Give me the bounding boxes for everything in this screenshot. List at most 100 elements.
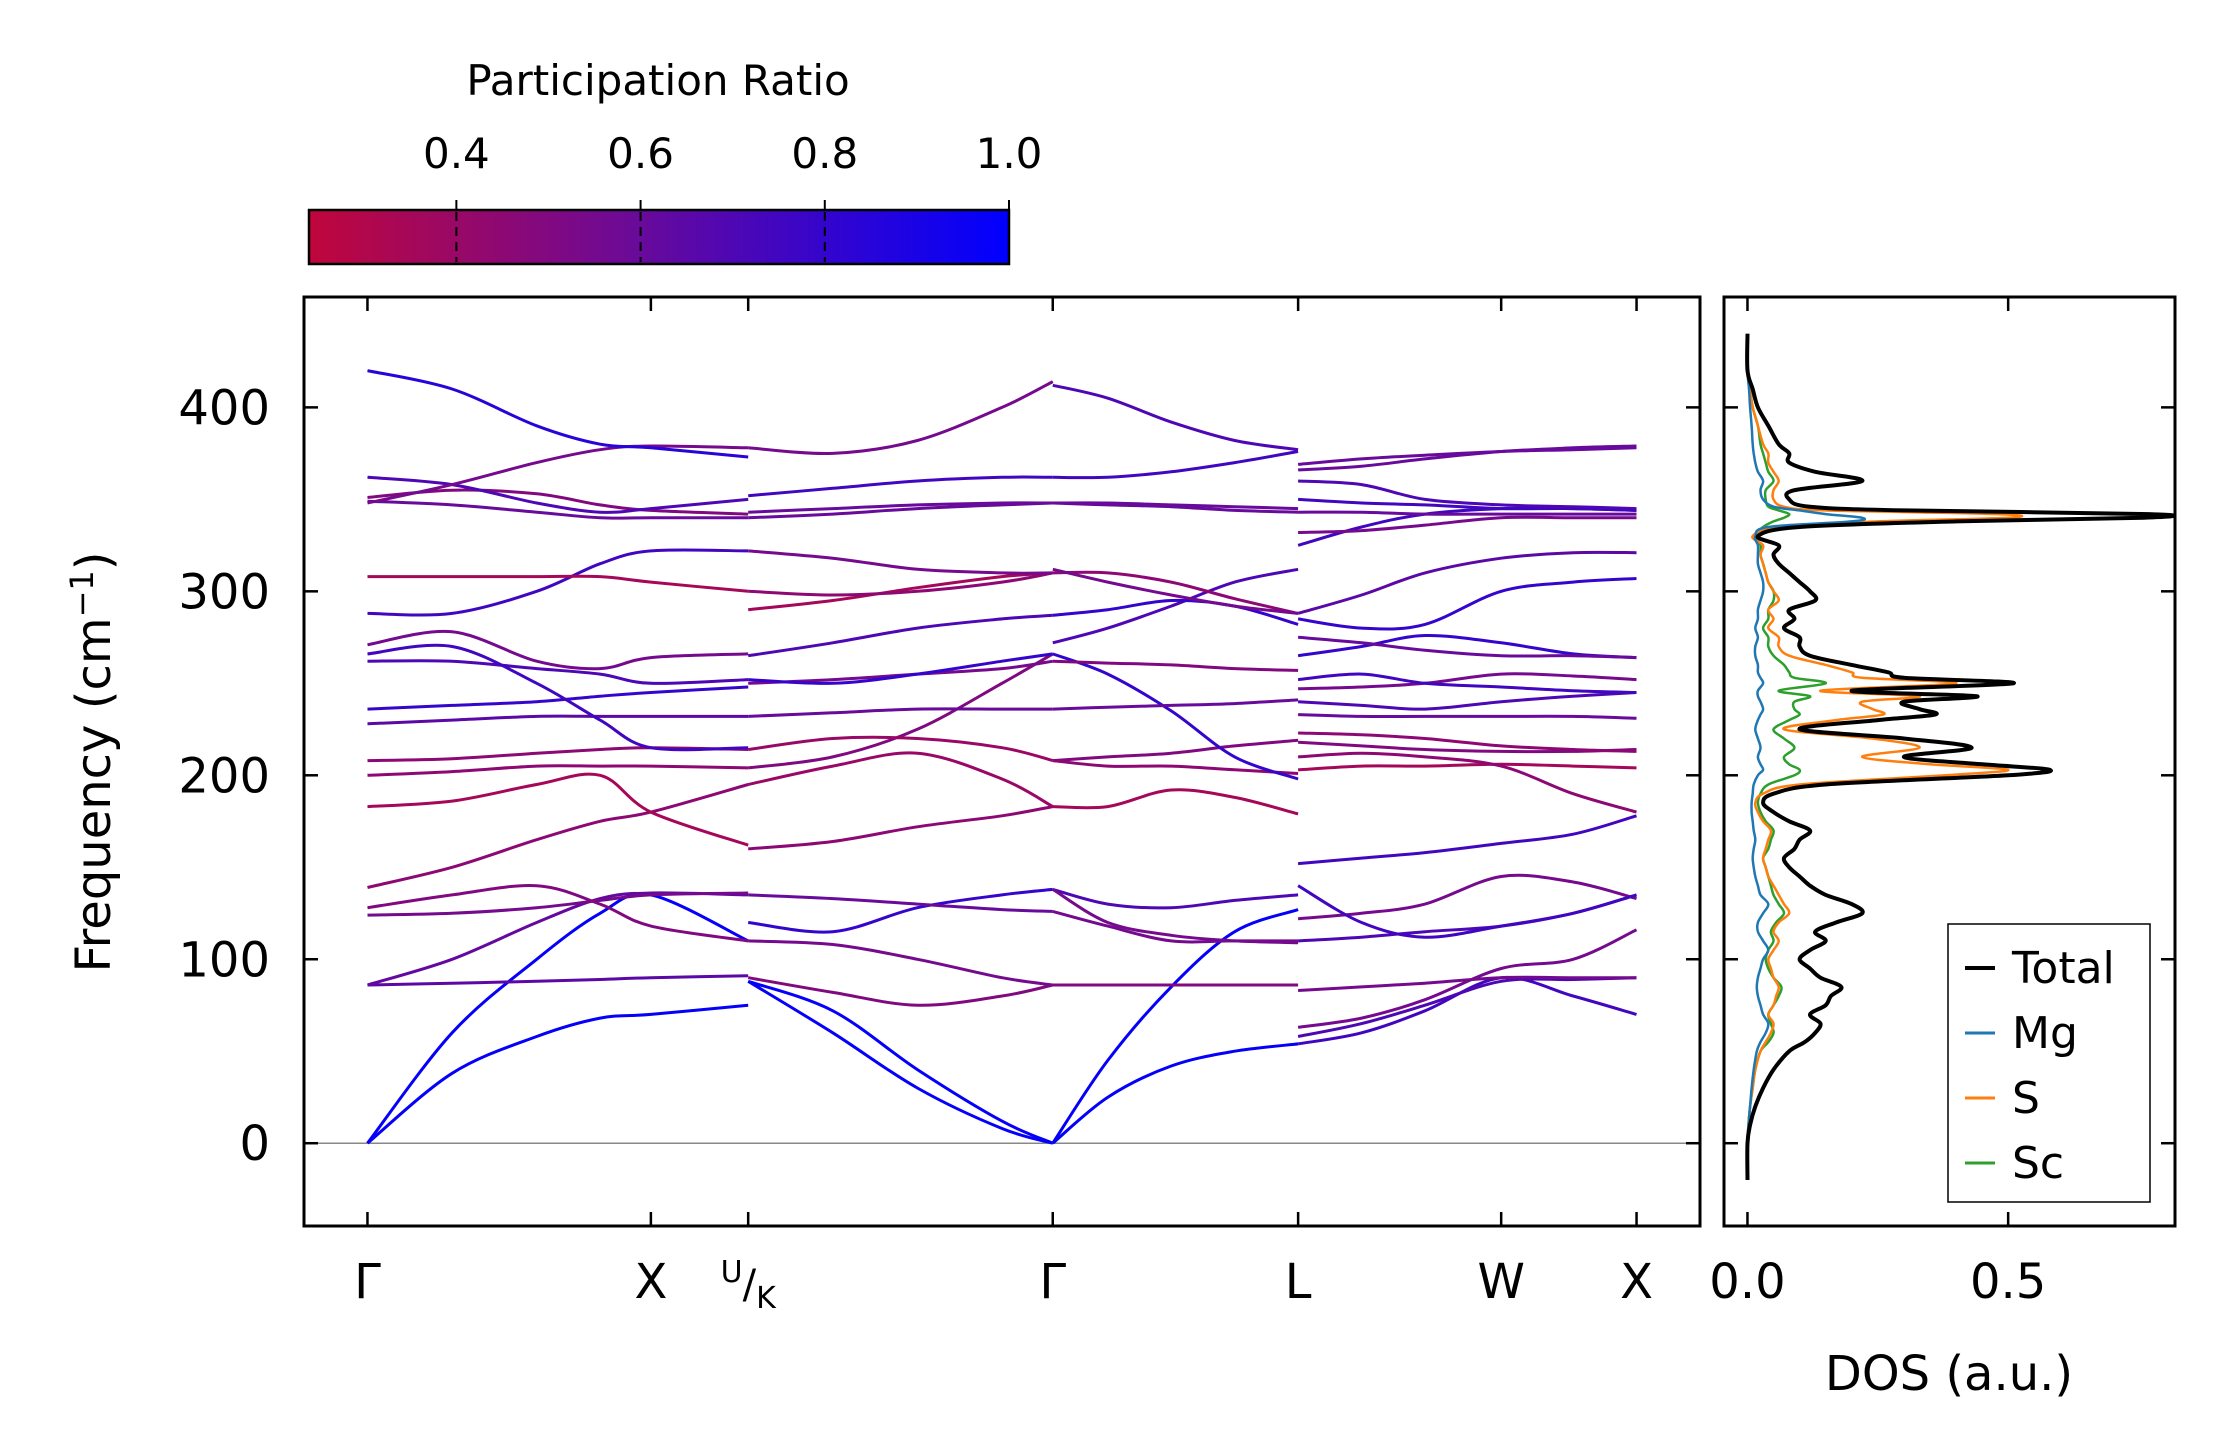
- phonon-band: [367, 764, 749, 777]
- phonon-band: [1052, 659, 1299, 672]
- colorbar-title: Participation Ratio: [466, 56, 849, 105]
- phonon-band: [748, 380, 1054, 456]
- legend-label-s: S: [2012, 1073, 2040, 1124]
- phonon-band: [748, 887, 1053, 934]
- phonon-band: [367, 891, 749, 917]
- phonon-band: [367, 974, 749, 987]
- phonon-band: [367, 772, 749, 847]
- phonon-band: [367, 883, 749, 943]
- phonon-band: [1297, 976, 1637, 1038]
- kpath-axis-ticks: Γ X U/K Γ L W X: [354, 297, 1653, 1316]
- phonon-band: [1052, 450, 1299, 480]
- phonon-band: [367, 629, 749, 671]
- frequency-axis-label: Frequency (cm−1): [63, 551, 122, 972]
- ytick-label: 200: [178, 748, 270, 804]
- kpoint-label: X: [634, 1254, 667, 1310]
- phonon-band: [748, 805, 1054, 851]
- phonon-band: [1298, 731, 1637, 753]
- phonon-band: [1298, 497, 1637, 512]
- phonon-band: [748, 475, 1053, 498]
- colorbar-tick-label: 1.0: [976, 129, 1043, 178]
- phonon-band: [1298, 740, 1637, 754]
- phonon-band: [1052, 501, 1299, 511]
- phonon-band: [367, 659, 749, 685]
- phonon-band: [1298, 479, 1637, 511]
- phonon-band: [1052, 759, 1299, 775]
- phonon-band: [1297, 672, 1637, 694]
- phonon-band: [367, 574, 749, 593]
- kpoint-label: W: [1477, 1254, 1524, 1310]
- phonon-band: [748, 707, 1053, 718]
- phonon-band: [1297, 814, 1637, 866]
- phonon-band: [747, 751, 1054, 808]
- phonon-band: [366, 1003, 749, 1145]
- dos-panel: 0.0 0.5 DOS (a.u.) Total Mg S Sc: [1709, 295, 2177, 1402]
- phonon-band: [1297, 577, 1637, 631]
- phonon-band: [367, 714, 749, 726]
- dos-curves: [1745, 333, 2175, 1181]
- phonon-band: [366, 892, 749, 1145]
- kpoint-label: X: [1620, 1254, 1653, 1310]
- kpoint-label: Γ: [354, 1254, 381, 1310]
- phonon-band: [1298, 691, 1637, 711]
- phonon-band: [747, 979, 1054, 1145]
- phonon-band: [367, 499, 749, 520]
- ytick-label: 100: [178, 932, 270, 988]
- ytick-label: 300: [178, 564, 270, 620]
- phonon-band: [1051, 1042, 1299, 1145]
- phonon-band: [367, 548, 749, 617]
- phonon-band: [367, 685, 749, 711]
- phonon-band: [748, 652, 1054, 770]
- dos-y-ticks: [1724, 406, 2175, 1145]
- phonon-band: [748, 939, 1054, 987]
- phonon-band: [748, 652, 1054, 685]
- phonon-band: [1052, 598, 1299, 626]
- dos-xtick-label: 0.0: [1709, 1254, 1785, 1310]
- phonon-band: [747, 980, 1054, 1145]
- phonon-band: [1052, 887, 1299, 910]
- colorbar: Participation Ratio 0.4 0.6 0.8 1.0: [307, 56, 1042, 266]
- phonon-band: [748, 735, 1054, 763]
- phonon-band: [1297, 928, 1638, 1029]
- phonon-band: [1052, 738, 1299, 763]
- phonon-band: [747, 976, 1054, 1007]
- phonon-band: [1052, 788, 1299, 816]
- phonon-band: [1298, 762, 1637, 772]
- phonon-band: [748, 501, 1053, 514]
- band-axes-frame: [302, 295, 1702, 1228]
- legend-label-sc: Sc: [2012, 1138, 2064, 1189]
- phonon-band: [1297, 873, 1637, 921]
- phonon-band: [367, 488, 749, 516]
- phonon-band: [367, 475, 749, 514]
- phonon-band: [1297, 633, 1637, 660]
- colorbar-gradient: [307, 208, 1011, 266]
- phonon-band: [1298, 751, 1637, 814]
- ylabel-main: Frequency (cm: [66, 617, 122, 972]
- legend: Total Mg S Sc: [1947, 923, 2151, 1203]
- phonon-band: [1298, 510, 1637, 516]
- phonon-band: [1052, 570, 1299, 615]
- phonon-band: [1298, 515, 1637, 534]
- dos-axes-frame: [1722, 295, 2177, 1228]
- colorbar-tick-label: 0.4: [423, 129, 490, 178]
- phonon-band: [1052, 652, 1299, 781]
- kpoint-label: U/K: [721, 1255, 777, 1316]
- legend-label-total: Total: [2011, 943, 2115, 994]
- phonon-band: [1052, 383, 1299, 452]
- dos-axis-label: DOS (a.u.): [1825, 1346, 2073, 1402]
- phonon-band: [747, 613, 1053, 658]
- phonon-band: [748, 571, 1054, 597]
- kpoint-label: L: [1285, 1254, 1312, 1310]
- colorbar-ticks: 0.4 0.6 0.8 1.0: [423, 129, 1042, 262]
- phonon-band: [1052, 567, 1299, 615]
- legend-frame: [1947, 923, 2151, 1203]
- dos-curve-total: [1745, 333, 2175, 1181]
- colorbar-tick-label: 0.8: [791, 129, 858, 178]
- dos-xtick-label: 0.5: [1970, 1254, 2046, 1310]
- phonon-band: [748, 571, 1053, 612]
- ylabel-closing: ): [66, 551, 122, 570]
- phonon-band: [1297, 550, 1637, 615]
- phonon-band: [1297, 635, 1637, 660]
- band-structure-panel: 0 100 200 300 400 Γ X U/K Γ L W X Frequency (cm−1): [63, 295, 1702, 1316]
- phonon-band: [367, 643, 749, 752]
